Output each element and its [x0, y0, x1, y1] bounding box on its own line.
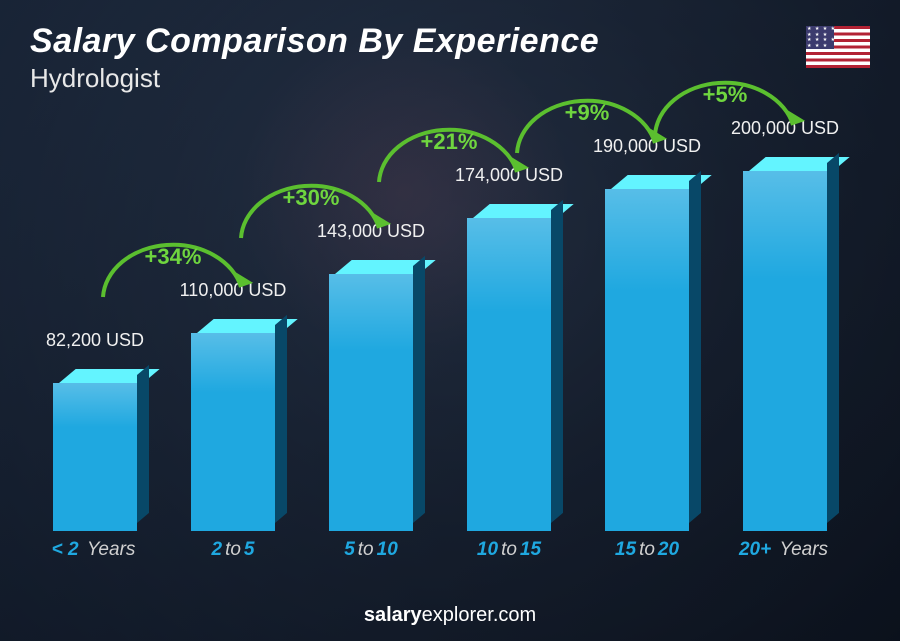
bar: 200,000 USD	[743, 157, 827, 531]
flag-icon	[806, 26, 870, 68]
bar-group: 174,000 USD+21%	[454, 204, 564, 531]
svg-text:+21%: +21%	[421, 129, 478, 154]
site-credit: salaryexplorer.com	[364, 604, 536, 626]
bar-value-label: 174,000 USD	[455, 165, 563, 186]
bars-container: 82,200 USD110,000 USD+34%143,000 USD+30%…	[30, 130, 850, 531]
bar-front-face	[605, 189, 689, 531]
bar-front-face	[53, 383, 137, 531]
bar-front-face	[191, 333, 275, 531]
page-subtitle: Hydrologist	[30, 63, 870, 94]
bar-side-face	[275, 315, 287, 523]
footer: salaryexplorer.com	[0, 604, 900, 627]
bar-value-label: 110,000 USD	[180, 280, 287, 301]
x-axis-label: 5to10	[316, 539, 426, 561]
page-title: Salary Comparison By Experience	[30, 22, 870, 61]
bar-side-face	[413, 256, 425, 523]
bar-value-label: 200,000 USD	[731, 118, 839, 139]
bar: 110,000 USD	[191, 319, 275, 531]
bar-group: 190,000 USD+9%	[592, 175, 702, 531]
x-axis-label: 10to15	[454, 539, 564, 561]
bar: 174,000 USD	[467, 204, 551, 531]
bar-value-label: 190,000 USD	[593, 136, 701, 157]
bar-value-label: 82,200 USD	[46, 330, 144, 351]
bar-side-face	[689, 171, 701, 523]
svg-text:+9%: +9%	[565, 100, 610, 125]
bar-group: 110,000 USD+34%	[178, 319, 288, 531]
x-axis-label: < 2 Years	[40, 539, 150, 561]
bar-front-face	[329, 274, 413, 531]
x-axis-label: 20+ Years	[730, 539, 840, 561]
bar: 143,000 USD	[329, 260, 413, 531]
svg-text:+34%: +34%	[145, 244, 202, 269]
x-axis: < 2 Years 2to5 5to10 10to15 15to20 20+ Years	[30, 539, 850, 561]
bar-group: 82,200 USD	[40, 369, 150, 531]
bar-front-face	[467, 218, 551, 531]
bar: 190,000 USD	[605, 175, 689, 531]
svg-text:+30%: +30%	[283, 185, 340, 210]
bar-side-face	[551, 200, 563, 523]
bar: 82,200 USD	[53, 369, 137, 531]
bar-group: 200,000 USD+5%	[730, 157, 840, 531]
bar-group: 143,000 USD+30%	[316, 260, 426, 531]
bar-side-face	[137, 365, 149, 523]
salary-chart: 82,200 USD110,000 USD+34%143,000 USD+30%…	[30, 130, 850, 561]
bar-value-label: 143,000 USD	[317, 221, 425, 242]
bar-front-face	[743, 171, 827, 531]
x-axis-label: 2to5	[178, 539, 288, 561]
header: Salary Comparison By Experience Hydrolog…	[30, 22, 870, 94]
bar-side-face	[827, 153, 839, 523]
x-axis-label: 15to20	[592, 539, 702, 561]
